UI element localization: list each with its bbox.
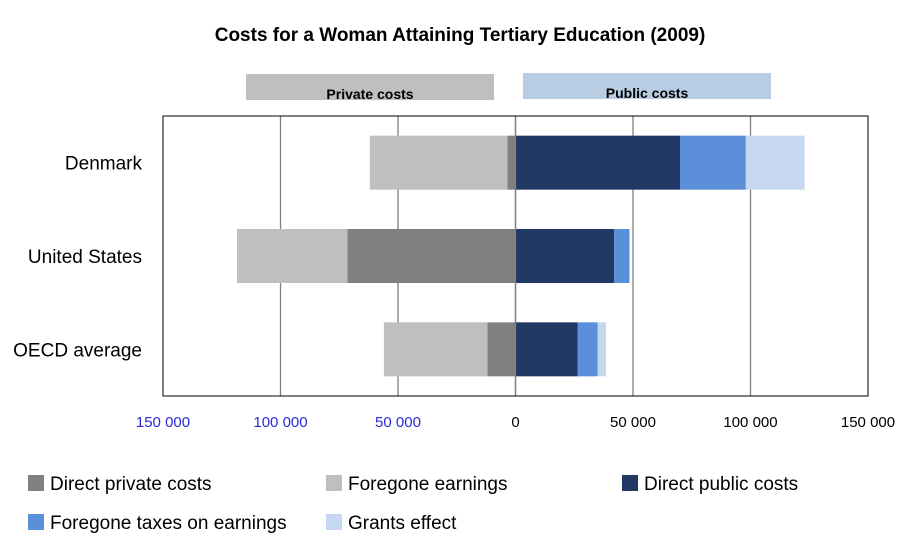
x-tick-label: 100 000	[253, 414, 307, 431]
bar-foregone-taxes-on-earnings-united-states	[614, 229, 630, 283]
bar-direct-public-costs-oecd-average	[515, 322, 578, 377]
bar-direct-public-costs-united-states	[515, 229, 615, 283]
x-tick-label: 100 000	[723, 414, 777, 431]
legend-swatch-direct-public-costs	[622, 475, 638, 491]
bar-foregone-earnings-oecd-average	[383, 322, 488, 377]
bar-direct-private-costs-oecd-average	[487, 322, 516, 377]
category-label: OECD average	[13, 340, 142, 361]
legend: Direct private costs Foregone earnings Dir…	[28, 474, 798, 534]
legend-swatch-foregone-taxes-on-earnings	[28, 514, 44, 530]
bar-grants-effect-oecd-average	[597, 322, 606, 377]
x-tick-label: 150 000	[841, 414, 895, 431]
bar-grants-effect-denmark	[745, 135, 805, 190]
private-costs-banner-label: Private costs	[326, 86, 413, 102]
legend-label-foregone-taxes-on-earnings: Foregone taxes on earnings	[50, 513, 287, 534]
public-costs-banner-label: Public costs	[606, 85, 689, 101]
x-tick-label: 50 000	[375, 414, 421, 431]
bar-foregone-taxes-on-earnings-oecd-average	[577, 322, 598, 377]
legend-swatch-grants-effect	[326, 514, 342, 530]
legend-label-grants-effect: Grants effect	[348, 513, 457, 534]
private-costs-banner	[246, 74, 494, 100]
chart-title: Costs for a Woman Attaining Tertiary Edu…	[215, 25, 706, 46]
bar-direct-public-costs-denmark	[515, 135, 680, 190]
plot-area	[162, 115, 869, 397]
public-costs-banner	[523, 73, 771, 99]
bar-foregone-taxes-on-earnings-denmark	[680, 135, 746, 190]
bars	[237, 116, 805, 396]
bar-direct-private-costs-denmark	[507, 135, 516, 190]
bar-direct-private-costs-united-states	[347, 229, 516, 283]
legend-label-direct-private-costs: Direct private costs	[50, 474, 212, 495]
legend-swatch-direct-private-costs	[28, 475, 44, 491]
legend-label-foregone-earnings: Foregone earnings	[348, 474, 508, 495]
category-labels: Denmark United States OECD average	[13, 154, 142, 362]
x-tick-label: 150 000	[136, 414, 190, 431]
x-tick-label: 0	[511, 414, 519, 431]
legend-label-direct-public-costs: Direct public costs	[644, 474, 798, 495]
legend-swatch-foregone-earnings	[326, 475, 342, 491]
bar-foregone-earnings-denmark	[369, 135, 508, 190]
x-tick-label: 50 000	[610, 414, 656, 431]
category-label: United States	[28, 247, 142, 268]
bar-foregone-earnings-united-states	[237, 229, 348, 283]
x-axis-tick-labels: 150 000 100 000 50 000 0 50 000 100 000 150 00…	[136, 414, 895, 431]
category-label: Denmark	[65, 154, 143, 175]
